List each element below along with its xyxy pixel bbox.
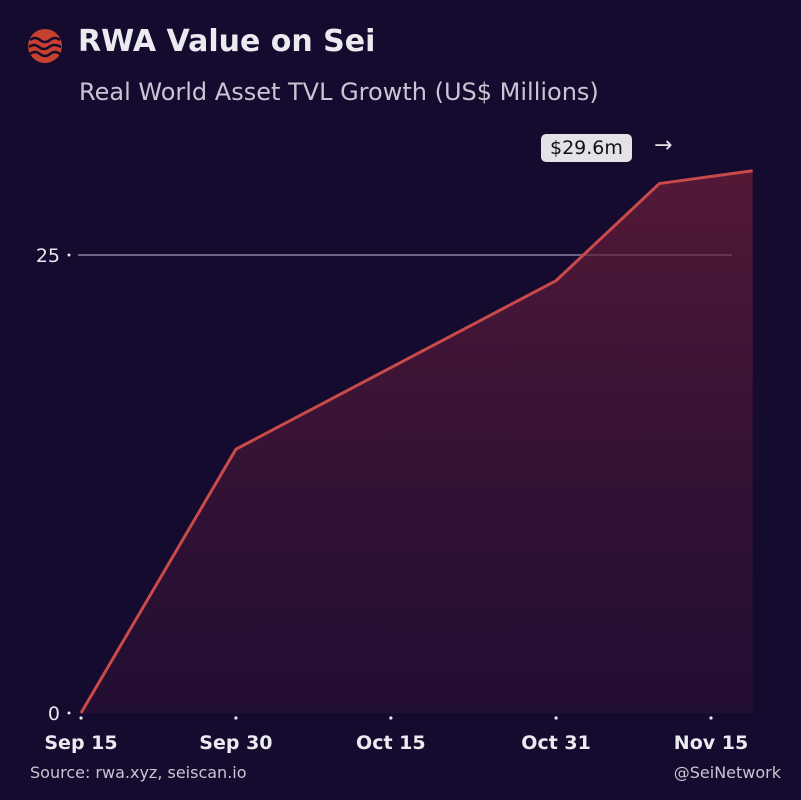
x-tick-dot <box>554 716 558 720</box>
x-tick-label: Nov 15 <box>674 732 748 754</box>
y-tick-label: 0 <box>48 703 60 725</box>
x-tick-label: Sep 30 <box>199 732 272 754</box>
x-tick-dot <box>79 716 83 720</box>
arrow-right-icon: → <box>654 133 673 158</box>
y-tick-label: 25 <box>36 245 60 267</box>
x-tick-dot <box>234 716 238 720</box>
x-tick-label: Oct 31 <box>521 732 591 754</box>
source-note: Source: rwa.xyz, seiscan.io <box>30 763 247 782</box>
y-tick-dot <box>67 711 71 715</box>
sei-logo-icon <box>28 29 62 63</box>
x-tick-dot <box>389 716 393 720</box>
latest-value-label: $29.6m <box>541 134 632 162</box>
x-tick-label: Sep 15 <box>44 732 117 754</box>
x-tick-label: Oct 15 <box>356 732 426 754</box>
chart-title: RWA Value on Sei <box>78 24 376 59</box>
y-tick-dot <box>67 253 71 257</box>
x-tick-dot <box>709 716 713 720</box>
handle: @SeiNetwork <box>673 763 781 782</box>
chart-subtitle: Real World Asset TVL Growth (US$ Million… <box>79 78 599 106</box>
area-fill <box>81 170 753 713</box>
